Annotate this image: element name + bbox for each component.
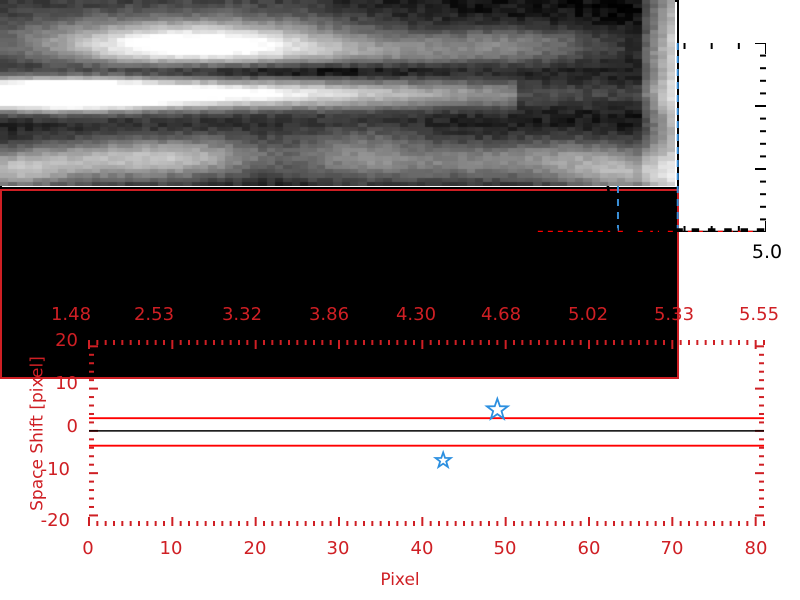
image-toptick-8: 5.33 (653, 304, 695, 325)
image-xtick-50: 50 (493, 538, 517, 559)
image-xtick-40: 40 (410, 538, 434, 559)
image-toptick-9: 5.55 (738, 304, 780, 325)
image-xtick-80: 80 (744, 538, 768, 559)
image-x-axis-label: Pixel (380, 570, 420, 590)
spectrum-xtick-4.5: 4.5 (615, 241, 647, 263)
spectrum-xtick-4.0: 4.0 (479, 241, 511, 263)
spectral-image-overlay (88, 340, 765, 526)
image-ytick-10: 10 (55, 373, 78, 394)
image-xtick-20: 20 (243, 538, 267, 559)
image-ytick-20: 20 (55, 330, 78, 351)
image-xtick-70: 70 (660, 538, 684, 559)
spectrum-x-axis-label: Lambda [um] (336, 278, 464, 300)
image-xtick-10: 10 (159, 538, 183, 559)
image-toptick-1: 1.48 (50, 304, 92, 325)
image-ytick-0: 0 (66, 416, 78, 437)
spectral-image-frame (0, 0, 679, 379)
image-toptick-2: 2.53 (133, 304, 175, 325)
image-xtick-0: 0 (82, 538, 94, 559)
spectrum-xtick-3.0: 3.0 (207, 241, 239, 263)
image-xtick-30: 30 (326, 538, 350, 559)
image-toptick-7: 5.02 (567, 304, 609, 325)
image-toptick-6: 4.68 (480, 304, 522, 325)
image-ytick--10: -10 (40, 459, 70, 480)
spectrum-xtick-5.0: 5.0 (751, 241, 783, 263)
image-xtick-60: 60 (577, 538, 601, 559)
image-toptick-4: 3.86 (308, 304, 350, 325)
image-toptick-3: 3.32 (221, 304, 263, 325)
spectrum-ytick-0: 0 (65, 223, 78, 245)
spectrum-xtick-2.5: 2.5 (71, 241, 103, 263)
image-toptick-5: 4.30 (395, 304, 437, 325)
spectrum-xtick-3.5: 3.5 (343, 241, 375, 263)
image-ytick--20: -20 (40, 510, 70, 531)
